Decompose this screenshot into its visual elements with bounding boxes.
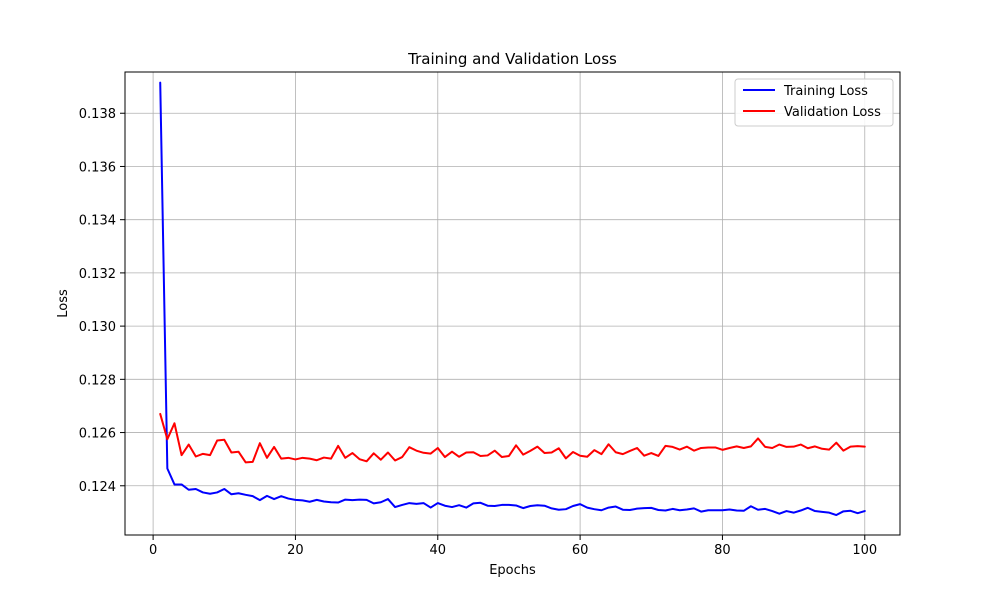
chart-title: Training and Validation Loss [407,50,617,68]
x-tick-label: 80 [714,543,731,558]
x-tick-label: 40 [430,543,447,558]
grid [125,72,900,535]
y-tick-label: 0.138 [79,107,116,122]
y-tick-label: 0.128 [79,373,116,388]
axis-ticks: 0 20 40 60 80 100 0.124 0.126 0.128 0.130 0.132 0.1… [79,107,877,558]
y-tick-label: 0.130 [79,320,116,335]
legend: Training Loss Validation Loss [734,78,894,127]
y-axis-label: Loss [56,289,71,318]
legend-label-training: Training Loss [783,84,868,99]
series-line-validation [159,412,866,464]
y-tick-label: 0.132 [79,267,116,282]
x-tick-label: 20 [287,543,304,558]
plot-frame [124,71,901,536]
y-tick-label: 0.126 [79,427,116,442]
x-tick-label: 100 [852,543,877,558]
y-tick-label: 0.124 [79,480,116,495]
x-tick-label: 0 [149,543,157,558]
y-tick-label: 0.136 [79,160,116,175]
legend-label-validation: Validation Loss [784,105,881,120]
series-line-training [159,81,866,517]
x-tick-label: 60 [572,543,589,558]
series-lines [159,81,866,517]
x-axis-label: Epochs [489,563,536,578]
y-tick-label: 0.134 [79,214,116,229]
